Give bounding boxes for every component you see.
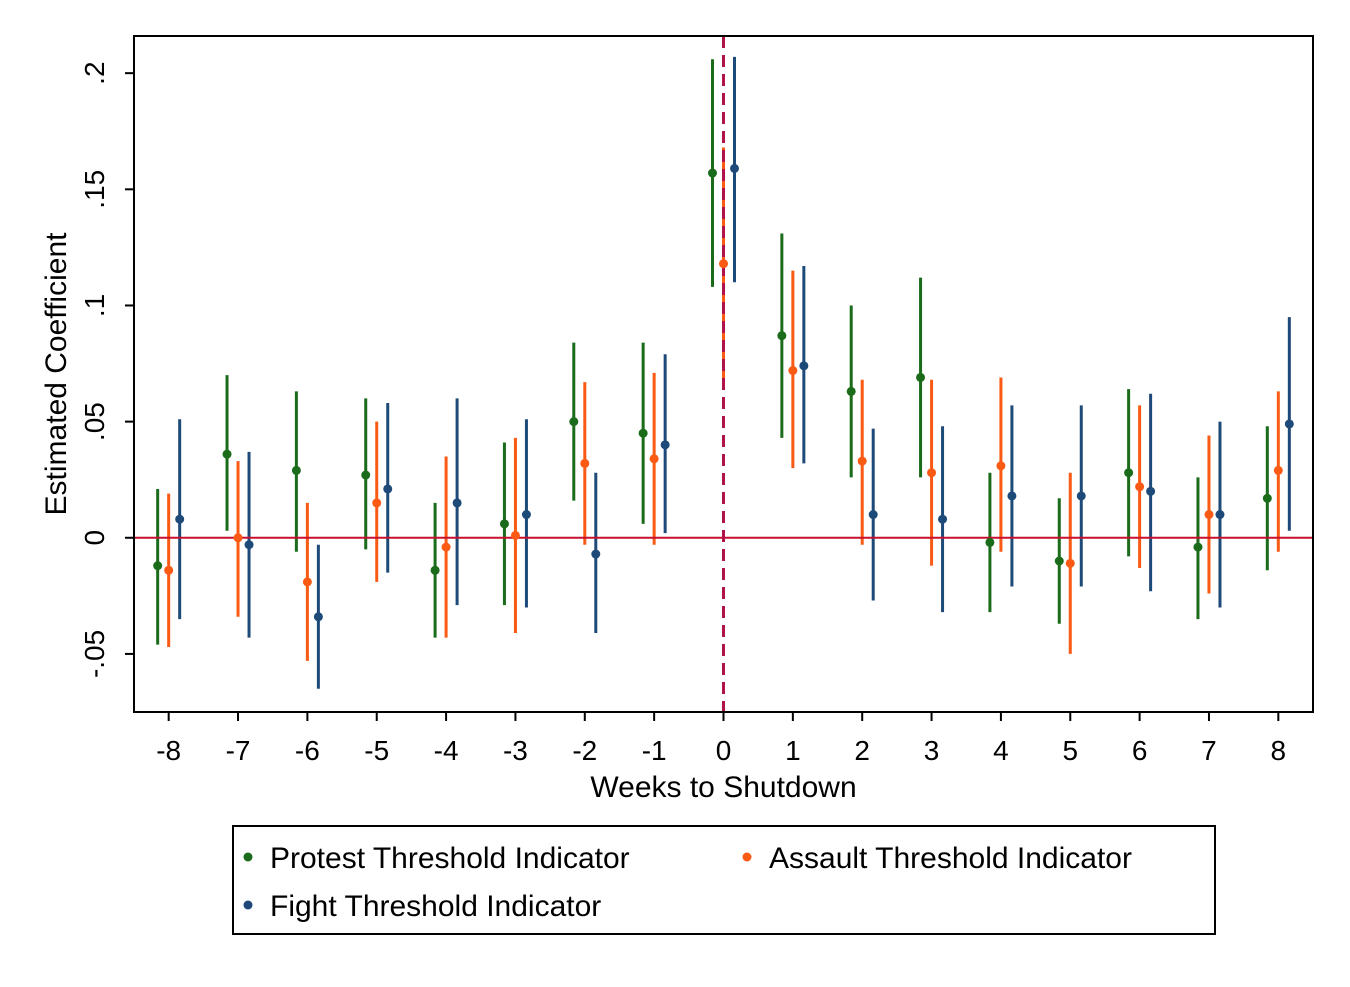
point-fight — [521, 510, 531, 520]
point-fight — [1146, 486, 1156, 496]
y-tick-label: 0 — [79, 530, 110, 546]
point-fight — [799, 361, 809, 371]
legend-marker-protest — [243, 852, 253, 862]
point-assault — [719, 259, 728, 269]
point-fight — [1215, 510, 1225, 520]
point-protest — [1262, 493, 1272, 503]
point-assault — [1135, 482, 1145, 492]
point-assault — [1273, 465, 1283, 475]
y-axis: -.05 0 .05 .1 .15 .2 — [79, 61, 134, 678]
point-fight — [452, 498, 462, 508]
point-assault — [857, 456, 867, 466]
x-tick-label: 4 — [993, 735, 1009, 766]
point-protest — [569, 417, 579, 427]
x-tick-label: 1 — [785, 735, 801, 766]
x-tick-label: -8 — [156, 735, 181, 766]
reference-lines — [134, 36, 1313, 712]
point-assault — [996, 461, 1006, 471]
x-axis: -8 -7 -6 -5 -4 -3 -2 -1 0 1 2 3 4 5 6 7 8 — [156, 712, 1286, 766]
point-fight — [730, 163, 739, 173]
x-tick-label: -3 — [503, 735, 528, 766]
legend-marker-fight — [243, 900, 253, 910]
point-estimates — [153, 163, 1294, 622]
point-fight — [383, 484, 393, 494]
point-assault — [788, 366, 798, 376]
y-axis-title: Estimated Coefficient — [40, 232, 73, 516]
legend-label-fight: Fight Threshold Indicator — [270, 890, 601, 923]
point-protest — [222, 449, 232, 459]
x-tick-label: -5 — [364, 735, 389, 766]
point-assault — [233, 533, 243, 543]
point-fight — [868, 510, 878, 520]
point-fight — [1076, 491, 1086, 501]
y-tick-label: .1 — [79, 294, 110, 317]
x-tick-label: -2 — [572, 735, 597, 766]
point-fight — [938, 514, 948, 524]
point-protest — [430, 565, 440, 575]
point-assault — [1204, 510, 1214, 520]
x-tick-label: -1 — [642, 735, 667, 766]
x-tick-label: 0 — [716, 735, 732, 766]
x-tick-label: 8 — [1271, 735, 1287, 766]
point-protest — [985, 537, 995, 547]
legend-frame — [232, 825, 1216, 935]
point-protest — [361, 470, 371, 480]
legend: Protest Threshold Indicator Assault Thre… — [232, 825, 1216, 935]
point-fight — [591, 549, 601, 559]
point-protest — [638, 428, 648, 438]
point-assault — [302, 577, 312, 587]
x-tick-label: 6 — [1132, 735, 1148, 766]
point-assault — [164, 565, 174, 575]
point-protest — [846, 386, 856, 396]
point-fight — [1007, 491, 1017, 501]
x-axis-title: Weeks to Shutdown — [590, 771, 856, 804]
point-assault — [372, 498, 382, 508]
x-tick-label: -6 — [295, 735, 320, 766]
legend-marker-assault — [742, 852, 752, 862]
point-protest — [499, 519, 509, 529]
x-tick-label: -7 — [226, 735, 251, 766]
point-protest — [708, 168, 717, 178]
point-assault — [510, 530, 520, 540]
point-fight — [244, 540, 254, 550]
point-assault — [580, 458, 590, 468]
point-protest — [1193, 542, 1203, 552]
point-protest — [153, 561, 163, 571]
x-tick-label: 7 — [1201, 735, 1217, 766]
point-fight — [313, 612, 323, 622]
x-tick-label: 3 — [924, 735, 940, 766]
legend-label-protest: Protest Threshold Indicator — [270, 842, 630, 875]
point-fight — [660, 440, 670, 450]
point-protest — [291, 465, 301, 475]
y-tick-label: -.05 — [79, 630, 110, 678]
point-assault — [927, 468, 937, 478]
point-fight — [1284, 419, 1294, 429]
point-protest — [777, 331, 787, 341]
point-assault — [649, 454, 659, 464]
legend-label-assault: Assault Threshold Indicator — [769, 842, 1132, 875]
x-tick-label: -4 — [434, 735, 459, 766]
x-tick-label: 5 — [1062, 735, 1078, 766]
y-tick-label: .2 — [79, 61, 110, 84]
point-assault — [1065, 558, 1075, 568]
point-assault — [441, 542, 451, 552]
y-tick-label: .05 — [79, 402, 110, 441]
x-tick-label: 2 — [854, 735, 870, 766]
y-tick-label: .15 — [79, 170, 110, 209]
point-protest — [1054, 556, 1064, 566]
point-protest — [1124, 468, 1134, 478]
point-fight — [175, 514, 185, 524]
point-protest — [916, 372, 926, 382]
